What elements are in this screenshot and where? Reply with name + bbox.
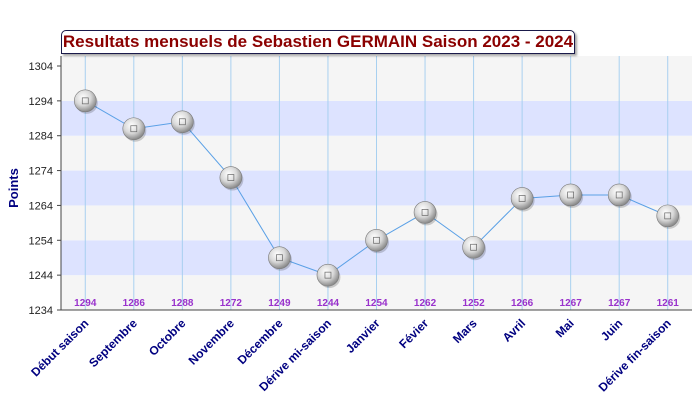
data-point: [413, 201, 437, 224]
data-point-emblem: [130, 125, 138, 133]
data-value-label: 1262: [414, 298, 437, 309]
data-point-emblem: [615, 191, 623, 199]
data-value-label: 1272: [220, 298, 243, 309]
data-value-label: 1286: [123, 298, 146, 309]
data-value-label: 1261: [657, 298, 680, 309]
x-category-label: Juin: [598, 316, 625, 343]
y-tick-label: 1274: [29, 166, 53, 178]
data-value-label: 1294: [74, 298, 97, 309]
x-category-label: Janvier: [343, 316, 383, 356]
x-category-label: Début saison: [28, 316, 91, 379]
data-value-label: 1267: [608, 298, 631, 309]
data-point: [73, 89, 97, 113]
data-point-emblem: [567, 191, 575, 199]
data-point: [656, 204, 680, 228]
data-value-label: 1254: [365, 298, 388, 309]
data-value-label: 1249: [268, 298, 291, 309]
data-point-emblem: [227, 174, 235, 181]
chart-title: Resultats mensuels de Sebastien GERMAIN …: [62, 32, 574, 51]
data-point-emblem: [518, 195, 526, 202]
x-category-label: Octobre: [146, 316, 189, 359]
x-category-label: Mars: [450, 316, 480, 346]
data-point-emblem: [81, 97, 89, 105]
data-point: [462, 235, 485, 259]
data-point: [268, 246, 291, 270]
x-category-label: Avril: [500, 316, 528, 344]
data-point-emblem: [324, 271, 332, 279]
data-value-label: 1288: [171, 298, 194, 309]
x-category-label: Décembre: [235, 316, 286, 367]
data-value-label: 1252: [462, 298, 485, 309]
y-tick-label: 1304: [29, 61, 53, 73]
data-point: [171, 110, 194, 134]
x-category-label: Mai: [553, 316, 577, 340]
x-category-label: Septembre: [86, 316, 140, 370]
data-point: [219, 166, 243, 189]
y-tick-label: 1294: [29, 96, 53, 108]
data-value-label: 1244: [317, 298, 340, 309]
data-point-emblem: [421, 209, 429, 216]
y-tick-label: 1264: [29, 200, 53, 212]
data-point-emblem: [178, 118, 186, 126]
data-value-label: 1267: [560, 298, 583, 309]
data-point-emblem: [470, 243, 477, 251]
chart-title-box: Resultats mensuels de Sebastien GERMAIN …: [61, 30, 575, 54]
data-point: [316, 263, 340, 287]
data-point-emblem: [664, 212, 672, 220]
data-point: [559, 183, 582, 207]
data-point-emblem: [373, 236, 380, 244]
y-tick-label: 1284: [29, 131, 53, 143]
x-category-label: Novembre: [186, 316, 238, 368]
y-axis-title: Points: [6, 168, 21, 208]
data-point: [365, 228, 388, 252]
data-point: [122, 117, 146, 141]
data-point-emblem: [276, 254, 283, 262]
y-tick-label: 1244: [29, 270, 53, 282]
y-tick-label: 1234: [29, 305, 53, 317]
x-category-label: Févier: [396, 316, 431, 351]
data-value-label: 1266: [511, 298, 534, 309]
y-tick-label: 1254: [29, 235, 53, 247]
data-point: [607, 183, 631, 207]
data-point: [510, 187, 534, 210]
